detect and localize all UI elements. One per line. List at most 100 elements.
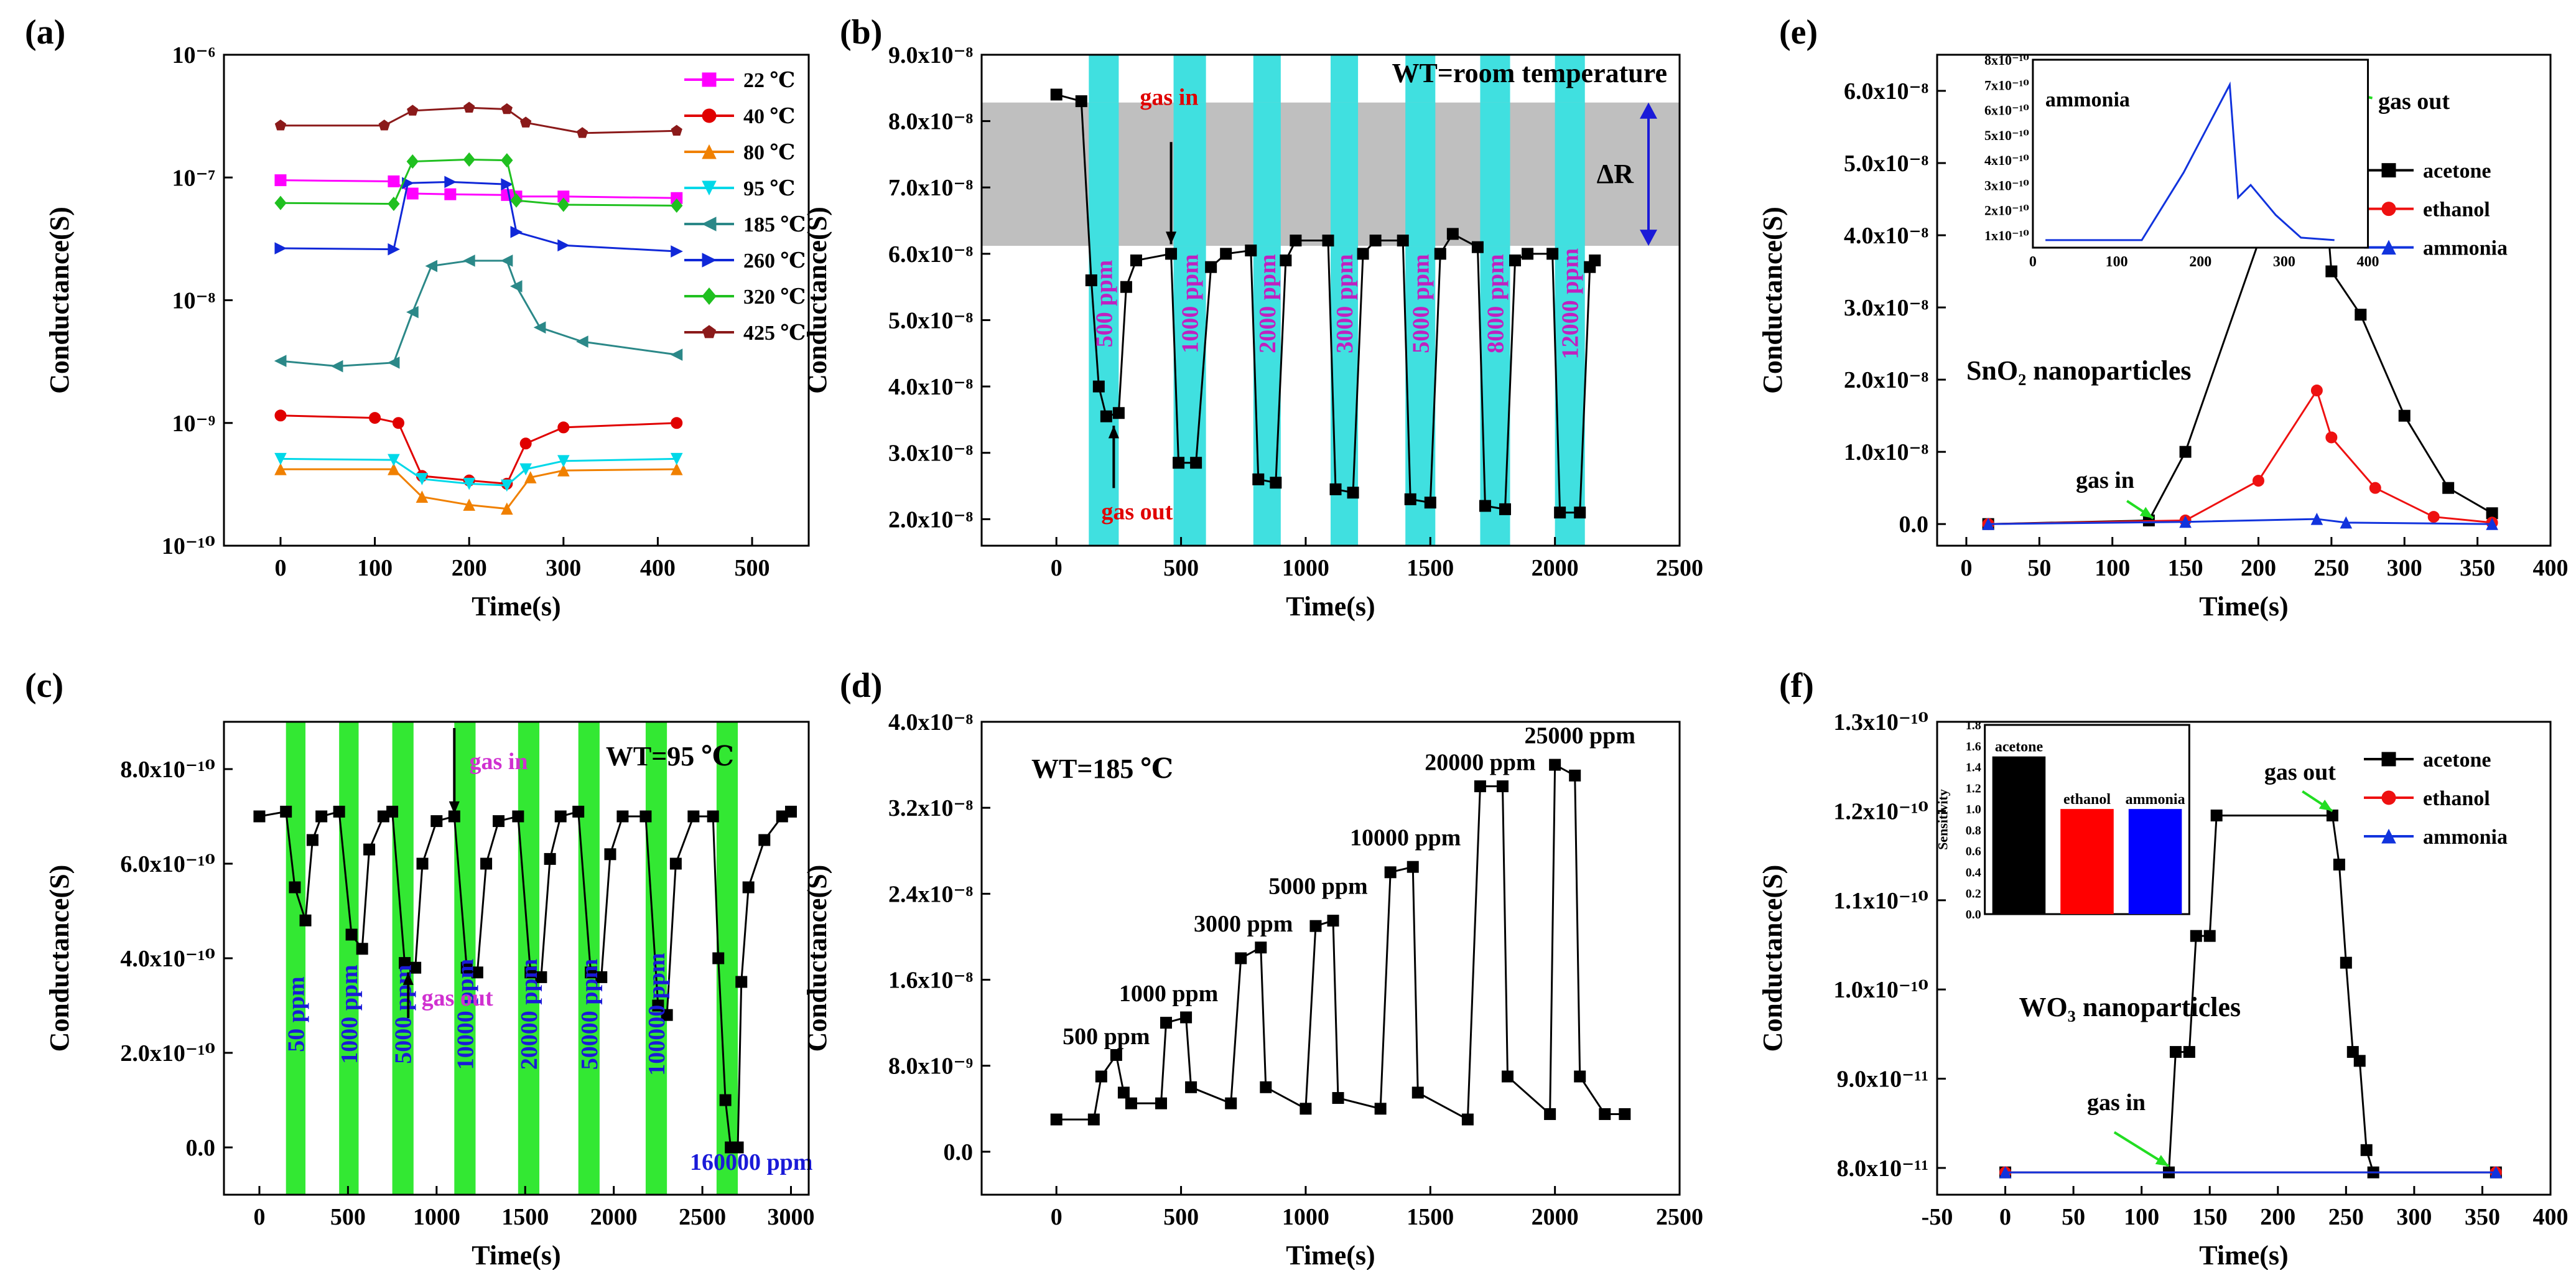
data-point (1270, 477, 1282, 489)
band-label-4: 3000 ppm (1332, 254, 1358, 353)
y-tick-label: 6.0x10⁻⁸ (888, 241, 973, 268)
annotation-gas-out: gas out (1101, 498, 1173, 525)
data-point (1554, 507, 1566, 519)
data-point (2398, 409, 2411, 422)
legend-marker (702, 253, 717, 268)
data-point (1332, 1092, 1344, 1104)
plot-area (1999, 810, 2503, 1179)
data-point (463, 498, 476, 511)
data-point (1999, 1166, 2012, 1179)
data-point (388, 175, 400, 187)
legend-item-5: 260 ℃ (684, 250, 806, 273)
data-point (356, 943, 368, 955)
legend-item-4: 185 ℃ (684, 213, 806, 236)
data-point (2340, 516, 2353, 529)
y-tick-label: 10⁻⁹ (172, 411, 215, 437)
x-tick-label: 500 (330, 1204, 366, 1230)
y-tick-label: 2.0x10⁻¹⁰ (120, 1040, 215, 1067)
annotation-gas-in: gas in (2087, 1090, 2146, 1116)
data-point (1112, 407, 1125, 419)
legend-label: 260 ℃ (743, 250, 806, 273)
series-ammonia (1982, 512, 2498, 530)
x-axis-label: Time(s) (472, 1240, 560, 1270)
y-tick-label: 3.0x10⁻⁸ (1844, 295, 1928, 321)
y-axis-label: Conductance(S) (1757, 865, 1788, 1052)
data-point (524, 471, 537, 483)
data-point (463, 254, 475, 267)
data-point (1225, 1097, 1237, 1109)
data-point (1180, 1011, 1193, 1024)
inset-bar-ethanol (2060, 809, 2114, 915)
annotation-gas-in: gas in (2076, 467, 2134, 493)
data-point (1327, 915, 1339, 927)
x-axis-label: Time(s) (1286, 591, 1375, 622)
x-tick-label: 350 (2465, 1204, 2500, 1230)
inset-y-tick-label: 1.2 (1966, 782, 1981, 795)
data-point (1446, 228, 1459, 240)
data-point (2486, 518, 2498, 530)
data-point (409, 961, 422, 974)
inset-y-tick-label: 5x10⁻¹⁰ (1984, 128, 2029, 143)
legend-label: 95 ℃ (743, 177, 795, 200)
inset-bar-label: ethanol (2063, 791, 2111, 808)
panel-d: 0 500 1000 1500 2000 2500 0.0 8.0x10⁻⁹ 1.6x10⁻⁸ 2… (802, 666, 1703, 1270)
y-axis-label: Conductance(S) (802, 865, 832, 1052)
band-label-2: 1000 ppm (1178, 254, 1204, 353)
data-point (1050, 88, 1062, 101)
data-point (363, 843, 376, 856)
x-tick-label: 400 (2533, 1204, 2569, 1230)
gas-band-over-4 (1331, 102, 1359, 246)
annotation-gas-in: gas in (1140, 84, 1198, 110)
inset-y-tick-label: 4x10⁻¹⁰ (1984, 152, 2029, 168)
gas-band-over-2 (1173, 102, 1206, 246)
legend-item-0: 22 ℃ (684, 69, 795, 92)
data-point (604, 848, 616, 861)
data-point (2360, 1144, 2373, 1156)
data-point (1165, 248, 1178, 260)
data-point (388, 462, 400, 475)
band-label-7: 12000 ppm (1558, 248, 1584, 359)
x-tick-label: 500 (1163, 1204, 1199, 1230)
data-point (1095, 1070, 1107, 1083)
data-point (406, 306, 419, 319)
data-point (1160, 1017, 1173, 1029)
data-point (1502, 1070, 1514, 1083)
legend-label: 320 ℃ (743, 286, 806, 309)
concentration-label: 10000 ppm (1350, 825, 1461, 851)
data-point (1589, 254, 1601, 267)
condition-label: WT=95 ℃ (606, 741, 734, 772)
inset-y-tick-label: 2x10⁻¹⁰ (1984, 203, 2029, 218)
y-tick-label: 4.0x10⁻¹⁰ (120, 946, 215, 972)
legend-item-2: 80 ℃ (684, 141, 795, 164)
data-point (2369, 482, 2381, 494)
legend-label: ethanol (2423, 787, 2490, 810)
legend-item-6: 320 ℃ (684, 286, 806, 309)
annotation-arrowhead (1165, 231, 1177, 245)
gas-band-1 (286, 722, 306, 1195)
data-point (1300, 1103, 1312, 1115)
x-tick-label: 2500 (1656, 1204, 1703, 1230)
series-185- (274, 254, 683, 373)
data-point (1499, 503, 1511, 515)
annotation-arrowhead (1108, 426, 1119, 439)
data-point (1574, 1070, 1586, 1083)
concentration-label: 500 ppm (1062, 1024, 1150, 1050)
data-point (306, 834, 319, 846)
inset-y-tick-label: 1.0 (1966, 803, 1981, 816)
legend-marker (702, 325, 717, 339)
x-tick-label: 1000 (1282, 555, 1329, 581)
data-point (387, 357, 400, 369)
x-tick-label: 2500 (1656, 555, 1703, 581)
x-tick-label: 300 (2387, 555, 2422, 581)
data-point (595, 971, 608, 983)
data-point (388, 243, 401, 256)
x-tick-label: 1500 (1407, 1204, 1454, 1230)
plot-area (982, 55, 1680, 546)
data-point (2340, 956, 2352, 969)
data-point (386, 805, 399, 818)
x-tick-label: 0 (253, 1204, 265, 1230)
data-point (639, 810, 652, 823)
data-point (707, 810, 719, 823)
data-point (510, 225, 523, 238)
x-tick-label: 0 (1051, 555, 1062, 581)
